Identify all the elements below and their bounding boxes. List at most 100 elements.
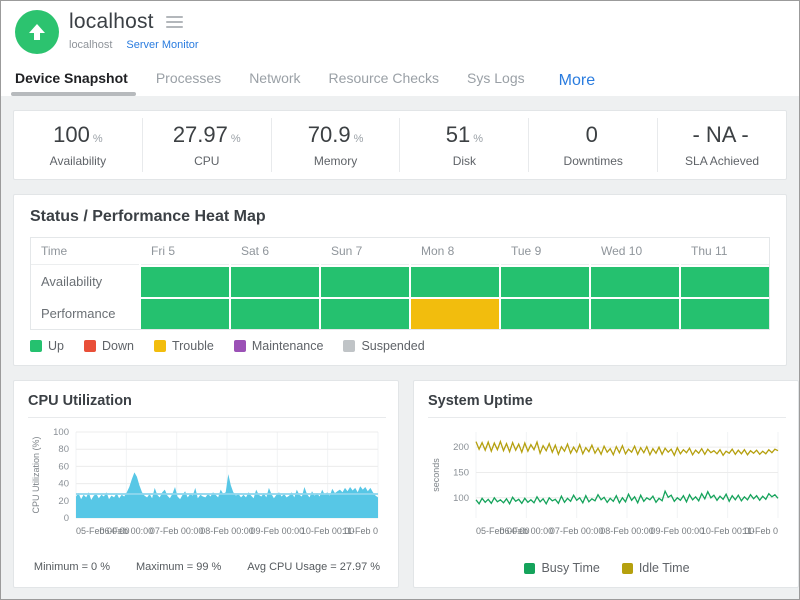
svg-text:100: 100	[453, 493, 469, 504]
heatmap-cell-up[interactable]	[321, 299, 409, 329]
svg-text:08-Feb 00:00: 08-Feb 00:00	[200, 526, 254, 536]
stat-unit: %	[231, 133, 241, 145]
svg-text:09-Feb 00:00: 09-Feb 00:00	[251, 526, 305, 536]
content: 100% Availability 27.97% CPU 70.9% Memor…	[1, 96, 799, 588]
uptime-legend-swatch	[524, 563, 535, 574]
heatmap-row-label: Availability	[31, 267, 139, 297]
svg-text:07-Feb 00:00: 07-Feb 00:00	[550, 526, 604, 536]
stat-unit: %	[473, 133, 483, 145]
heatmap-cell-up[interactable]	[231, 267, 319, 297]
stat-memory: 70.9% Memory	[272, 118, 401, 172]
heatmap-legend: Up Down Trouble Maintenance Suspended	[30, 339, 770, 353]
heatmap-column-header: Mon 8	[411, 238, 499, 265]
stat-label: Downtimes	[529, 154, 657, 168]
legend-item-suspended: Suspended	[343, 339, 424, 353]
cpu-chart-ylabel: CPU Utilization (%)	[31, 436, 41, 513]
cpu-utilization-chart: 020406080100CPU Utilization (%)05-Feb 00…	[26, 424, 388, 553]
svg-text:11-Feb 0: 11-Feb 0	[743, 526, 778, 536]
heatmap-column-header: Sat 6	[231, 238, 319, 265]
svg-text:150: 150	[453, 467, 469, 478]
heatmap-cell-up[interactable]	[591, 267, 679, 297]
stat-availability: 100% Availability	[14, 118, 143, 172]
stat-value: 70.9	[308, 122, 351, 147]
system-uptime-card: System Uptime 100150200seconds05-Feb 00:…	[413, 380, 799, 588]
heatmap-column-header: Thu 11	[681, 238, 769, 265]
legend-label: Down	[102, 339, 134, 353]
legend-swatch-up	[30, 340, 42, 352]
heatmap-column-header: Fri 5	[141, 238, 229, 265]
cpu-minimum: Minimum = 0 %	[34, 561, 110, 573]
svg-text:11-Feb 0: 11-Feb 0	[343, 526, 378, 536]
uptime-legend-item: Busy Time	[524, 561, 599, 575]
heatmap-card: Status / Performance Heat Map TimeFri 5S…	[13, 194, 787, 366]
heatmap-cell-trouble[interactable]	[411, 299, 499, 329]
cpu-chart-title: CPU Utilization	[28, 393, 386, 418]
heatmap-cell-up[interactable]	[321, 267, 409, 297]
uptime-legend-swatch	[622, 563, 633, 574]
legend-item-up: Up	[30, 339, 64, 353]
legend-swatch-maintenance	[234, 340, 246, 352]
svg-text:80: 80	[58, 444, 69, 455]
cpu-average: Avg CPU Usage = 27.97 %	[247, 561, 380, 573]
legend-label: Maintenance	[252, 339, 324, 353]
heatmap-cell-up[interactable]	[141, 267, 229, 297]
stat-unit: %	[93, 133, 103, 145]
uptime-legend-label: Busy Time	[541, 561, 599, 575]
heatmap-cell-up[interactable]	[681, 299, 769, 329]
tab-network[interactable]: Network	[249, 64, 300, 96]
breadcrumb-device: localhost	[69, 39, 112, 51]
tab-sys-logs[interactable]: Sys Logs	[467, 64, 525, 96]
heatmap-row-label: Performance	[31, 299, 139, 329]
stat-label: SLA Achieved	[658, 154, 786, 168]
svg-text:06-Feb 00:00: 06-Feb 00:00	[500, 526, 554, 536]
legend-swatch-suspended	[343, 340, 355, 352]
svg-text:200: 200	[453, 442, 469, 453]
stat-unit: %	[354, 133, 364, 145]
hamburger-menu-icon[interactable]	[166, 13, 183, 31]
tab-more[interactable]: More	[559, 66, 595, 96]
tab-device-snapshot[interactable]: Device Snapshot	[15, 64, 128, 96]
system-uptime-chart: 100150200seconds05-Feb 00:0006-Feb 00:00…	[426, 424, 788, 553]
heatmap-cell-up[interactable]	[681, 267, 769, 297]
cpu-summary-row: Minimum = 0 % Maximum = 99 % Avg CPU Usa…	[26, 561, 388, 573]
tab-bar: Device Snapshot Processes Network Resour…	[15, 64, 785, 96]
tab-processes[interactable]: Processes	[156, 64, 221, 96]
stat-label: Disk	[400, 154, 528, 168]
heatmap-column-header: Sun 7	[321, 238, 409, 265]
tab-resource-checks[interactable]: Resource Checks	[329, 64, 440, 96]
legend-label: Trouble	[172, 339, 214, 353]
svg-text:06-Feb 00:00: 06-Feb 00:00	[100, 526, 154, 536]
heatmap-cell-up[interactable]	[141, 299, 229, 329]
heatmap-column-header: Time	[31, 238, 139, 265]
uptime-legend-label: Idle Time	[639, 561, 690, 575]
svg-text:100: 100	[53, 427, 69, 438]
stat-value: 51	[446, 122, 470, 147]
heatmap-cell-up[interactable]	[501, 299, 589, 329]
stat-value: 0	[586, 122, 598, 147]
heatmap-cell-up[interactable]	[411, 267, 499, 297]
summary-stats-strip: 100% Availability 27.97% CPU 70.9% Memor…	[13, 110, 787, 180]
svg-text:60: 60	[58, 461, 69, 472]
legend-swatch-down	[84, 340, 96, 352]
stat-value: 100	[53, 122, 90, 147]
stat-value: 27.97	[173, 122, 228, 147]
heatmap-cell-up[interactable]	[591, 299, 679, 329]
legend-label: Up	[48, 339, 64, 353]
legend-item-trouble: Trouble	[154, 339, 214, 353]
cpu-utilization-card: CPU Utilization 0 20 40 60 80 100 CPU Utilizat…	[13, 380, 399, 588]
heatmap-column-header: Wed 10	[591, 238, 679, 265]
uptime-legend-item: Idle Time	[622, 561, 690, 575]
svg-text:20: 20	[58, 496, 69, 507]
heatmap-cell-up[interactable]	[501, 267, 589, 297]
stat-disk: 51% Disk	[400, 118, 529, 172]
stat-cpu: 27.97% CPU	[143, 118, 272, 172]
breadcrumb-server-monitor-link[interactable]: Server Monitor	[126, 39, 198, 51]
svg-text:40: 40	[58, 479, 69, 490]
stat-downtimes: 0 Downtimes	[529, 118, 658, 172]
device-status-icon	[15, 10, 59, 54]
heatmap-cell-up[interactable]	[231, 299, 319, 329]
page-title: localhost	[69, 10, 154, 34]
header: localhost localhost Server Monitor Devic…	[1, 1, 799, 96]
svg-text:0: 0	[64, 513, 69, 524]
uptime-chart-ylabel: seconds	[431, 458, 441, 492]
